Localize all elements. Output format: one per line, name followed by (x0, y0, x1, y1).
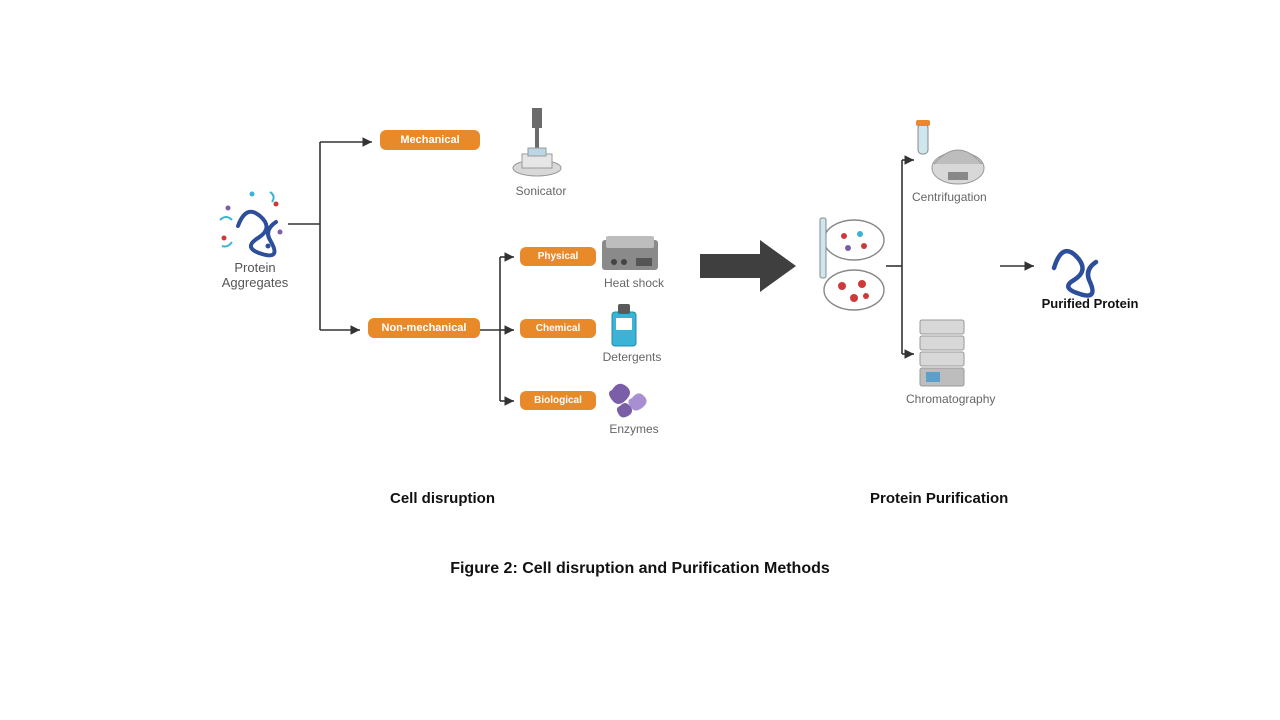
badge-mechanical: Mechanical (380, 130, 480, 150)
figure-caption: Figure 2: Cell disruption and Purificati… (0, 560, 1280, 578)
section-protein-purification: Protein Purification (870, 490, 1008, 507)
centrifuge-icon (916, 120, 984, 184)
sonicator-icon (513, 108, 561, 176)
enzymes-icon (609, 384, 647, 418)
enzymes-label: Enzymes (598, 422, 670, 436)
sonicator-label: Sonicator (506, 184, 576, 198)
protein-aggregates-icon (220, 192, 283, 256)
section-cell-disruption: Cell disruption (390, 490, 495, 507)
badge-chemical: Chemical (520, 318, 596, 338)
purified-protein-label: Purified Protein (1030, 296, 1150, 311)
chromatography-label: Chromatography (906, 392, 1016, 406)
purified-protein-icon (1054, 251, 1096, 295)
detergents-label: Detergents (596, 350, 668, 364)
centrifugation-label: Centrifugation (912, 190, 1002, 204)
petri-stack-icon (820, 218, 884, 310)
heatshock-label: Heat shock (598, 276, 670, 290)
badge-physical: Physical (520, 246, 596, 266)
big-arrow-icon (700, 240, 796, 292)
detergent-icon (612, 304, 636, 346)
heat-shock-icon (602, 236, 658, 270)
badge-nonmechanical: Non-mechanical (368, 318, 480, 338)
protein-aggregates-label: Protein Aggregates (210, 260, 300, 290)
badge-biological: Biological (520, 390, 596, 410)
chromatography-icon (920, 320, 964, 386)
